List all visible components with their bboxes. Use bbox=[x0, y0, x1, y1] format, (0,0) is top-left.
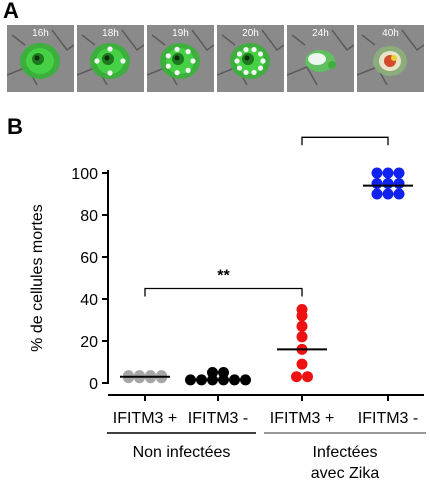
data-point bbox=[296, 320, 308, 332]
cell-image bbox=[7, 25, 74, 92]
frame-time-label: 16h bbox=[32, 28, 49, 39]
dot-plot: 0 20 40 60 80 100 % de cellules mortes IFITM3 +… bbox=[29, 130, 426, 480]
data-point bbox=[291, 371, 302, 383]
significance-bracket bbox=[301, 136, 389, 146]
cell-image bbox=[147, 25, 214, 92]
data-point bbox=[382, 178, 394, 189]
x-tick-label: IFITM3 + bbox=[113, 410, 177, 427]
frame-time-label: 24h bbox=[312, 28, 329, 39]
panel-label-b: B bbox=[7, 114, 23, 139]
frame-time-label: 18h bbox=[102, 28, 119, 39]
data-point bbox=[371, 178, 383, 189]
significance-label: ** bbox=[217, 268, 230, 285]
data-point bbox=[382, 188, 394, 200]
data-point bbox=[240, 374, 251, 386]
y-tick-label: 100 bbox=[71, 166, 98, 183]
y-tick-label: 20 bbox=[80, 334, 98, 351]
timelapse-strip: 16h 18h 19h 20h 24h 40h bbox=[7, 25, 424, 92]
timelapse-frame: 20h bbox=[217, 25, 284, 92]
data-point bbox=[185, 374, 196, 386]
y-tick-label: 60 bbox=[80, 250, 98, 267]
timelapse-frame: 24h bbox=[287, 25, 354, 92]
data-point bbox=[134, 372, 145, 384]
data-point bbox=[296, 358, 308, 370]
cell-image bbox=[77, 25, 144, 92]
data-point bbox=[145, 372, 156, 384]
y-tick-label: 0 bbox=[89, 376, 98, 393]
data-point bbox=[393, 167, 405, 179]
y-axis-label: % de cellules mortes bbox=[29, 204, 46, 352]
frame-time-label: 40h bbox=[382, 28, 399, 39]
data-point bbox=[371, 188, 383, 200]
cell-image bbox=[357, 25, 424, 92]
data-point bbox=[371, 167, 383, 179]
cell-image bbox=[287, 25, 354, 92]
group-label: avec Zika bbox=[311, 465, 380, 480]
y-tick-label: 80 bbox=[80, 208, 98, 225]
panel-label-a: A bbox=[3, 0, 19, 23]
frame-time-label: 19h bbox=[172, 28, 189, 39]
data-point bbox=[296, 331, 308, 343]
data-point bbox=[393, 178, 405, 189]
data-point bbox=[123, 372, 134, 384]
timelapse-frame: 40h bbox=[357, 25, 424, 92]
timelapse-frame: 16h bbox=[7, 25, 74, 92]
cell-image bbox=[217, 25, 284, 92]
significance-label: *** bbox=[336, 130, 355, 133]
data-point bbox=[302, 371, 313, 383]
timelapse-frame: 18h bbox=[77, 25, 144, 92]
timelapse-frame: 19h bbox=[147, 25, 214, 92]
data-point bbox=[393, 188, 405, 200]
significance-bracket bbox=[144, 287, 303, 297]
group-label: Infectées bbox=[313, 444, 378, 461]
data-point bbox=[156, 372, 167, 384]
x-tick-label: IFITM3 + bbox=[270, 410, 334, 427]
data-point bbox=[296, 310, 308, 322]
frame-time-label: 20h bbox=[242, 28, 259, 39]
x-tick-label: IFITM3 - bbox=[358, 410, 418, 427]
y-tick-label: 40 bbox=[80, 292, 98, 309]
data-point bbox=[382, 167, 394, 179]
group-label: Non infectées bbox=[133, 444, 231, 461]
x-tick-label: IFITM3 - bbox=[188, 410, 248, 427]
